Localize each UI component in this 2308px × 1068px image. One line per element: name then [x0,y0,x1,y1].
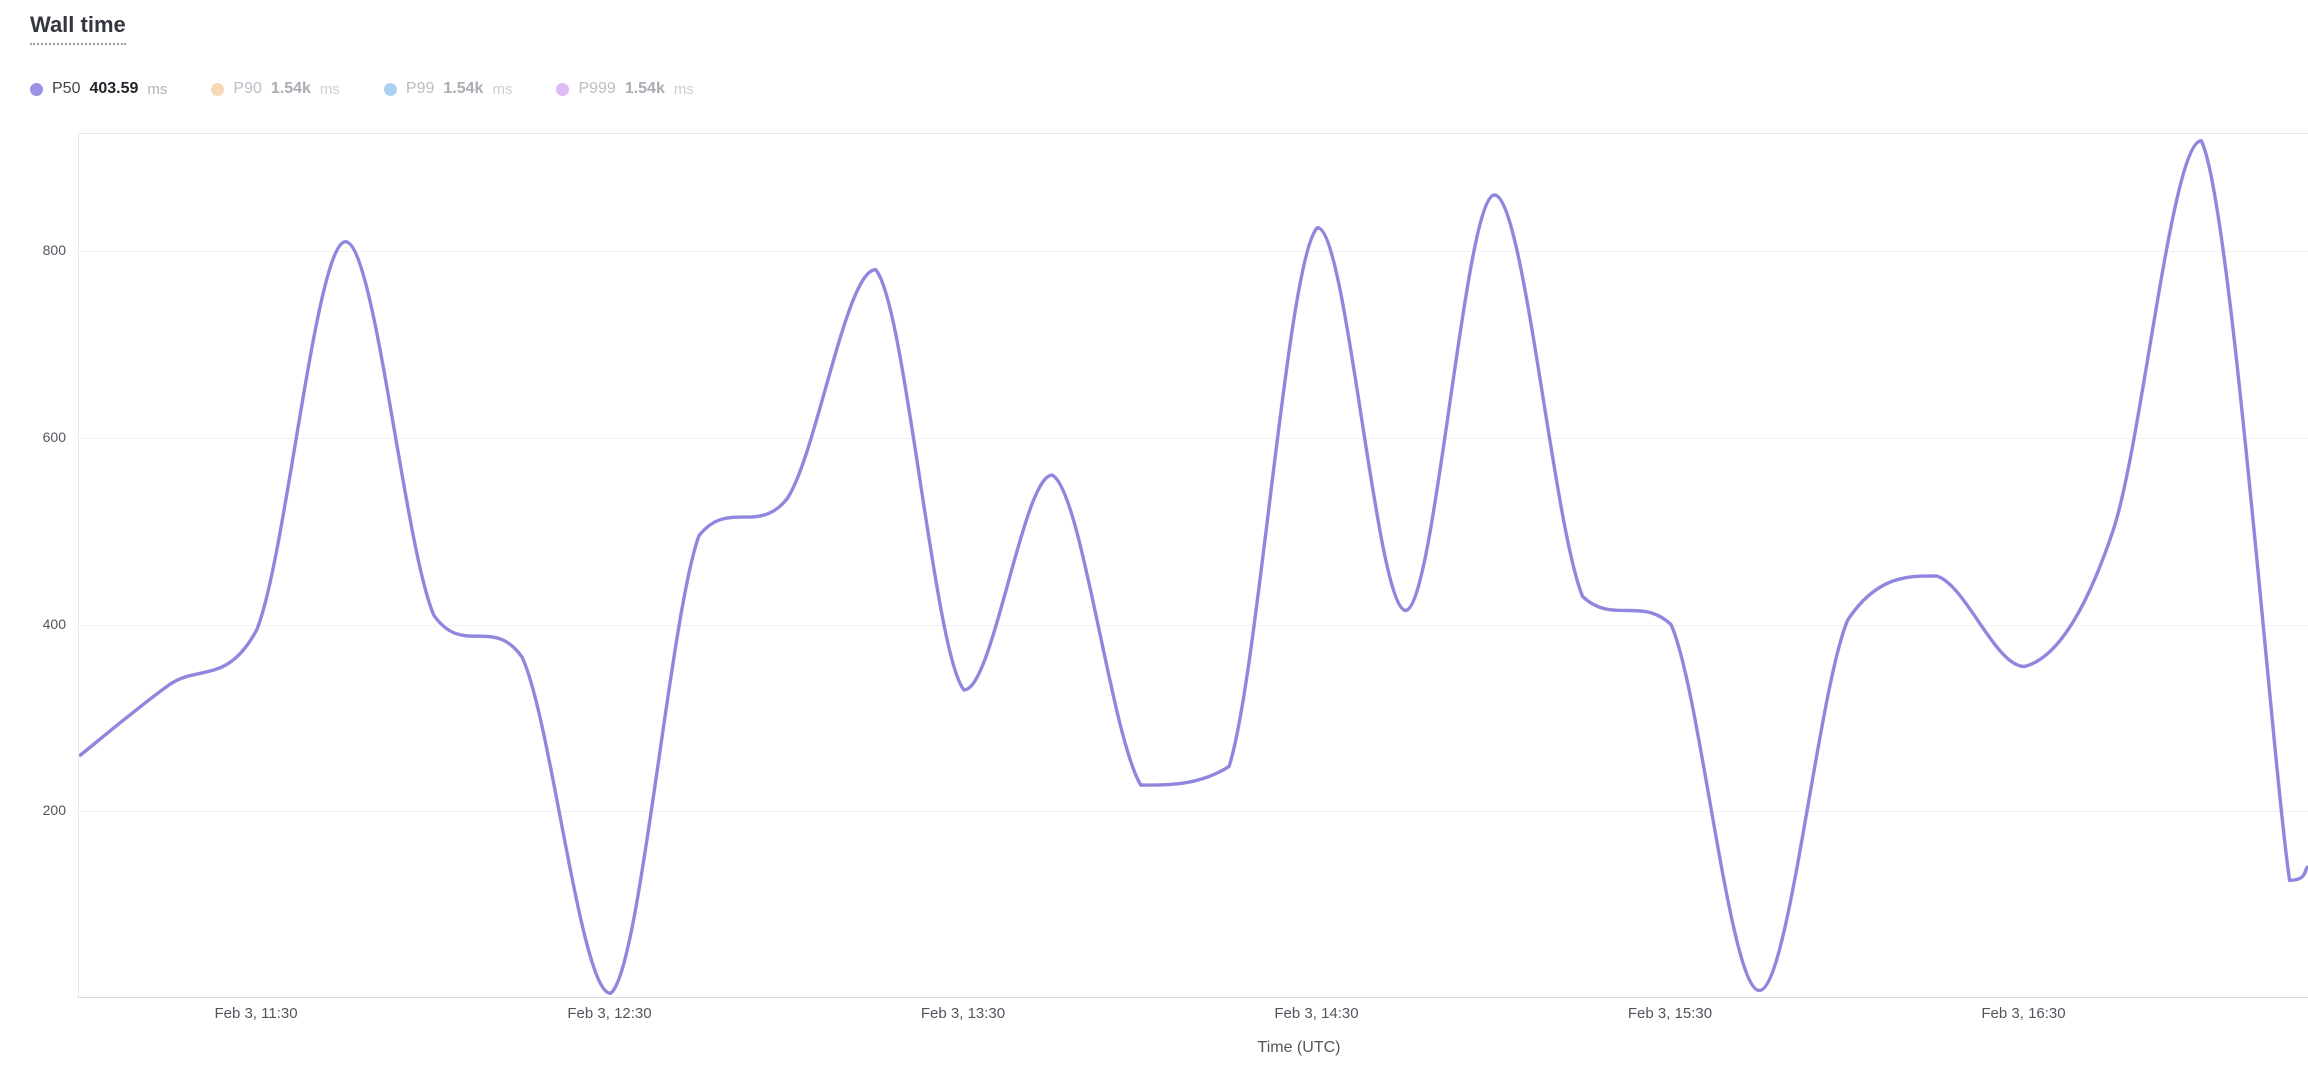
legend-label: P90 [233,80,262,97]
legend-value: 1.54k [270,80,311,97]
legend-label: P99 [405,80,435,97]
legend: P50 403.59 ms P90 1.54k ms P99 1.54k ms … [30,80,694,98]
x-axis-tick-label: Feb 3, 12:30 [567,1005,652,1022]
legend-label: P999 [578,80,616,97]
x-axis-tick-label: Feb 3, 15:30 [1627,1005,1713,1022]
p90-series-dot-icon [211,82,225,96]
x-axis-title: Time (UTC) [1257,1039,1341,1056]
gridline [79,624,2308,626]
y-axis-tick-label: 800 [42,242,66,258]
legend-unit: ms [147,80,168,98]
p50-series-dot-icon [30,82,43,96]
x-axis-line [78,997,2308,998]
gridline [79,811,2308,813]
legend-value: 1.54k [624,80,665,97]
legend-unit: ms [673,80,694,98]
line-chart-canvas [79,139,2308,996]
p50-series-line [79,139,2308,996]
legend-unit: ms [492,80,513,98]
p999-series-dot-icon [556,82,570,96]
legend-label: P50 [52,80,81,97]
y-axis-tick-label: 400 [42,615,66,632]
gridline [79,437,2308,439]
x-axis-tick-label: Feb 3, 11:30 [214,1005,298,1022]
legend-item-p90[interactable]: P90 1.54k ms [211,80,340,98]
legend-item-p50[interactable]: P50 403.59 ms [30,80,167,98]
x-axis-tick-label: Feb 3, 13:30 [920,1005,1006,1022]
plot-area[interactable] [78,133,2308,998]
x-axis-tick-label: Feb 3, 14:30 [1274,1005,1359,1022]
gridline [79,251,2308,252]
legend-item-p99[interactable]: P99 1.54k ms [383,80,513,98]
y-axis-tick-label: 600 [42,428,66,445]
x-axis-tick-label: Feb 3, 16:30 [1981,1005,2066,1022]
legend-unit: ms [319,80,340,98]
p99-series-dot-icon [383,82,397,96]
legend-value: 403.59 [89,80,139,97]
chart-title[interactable]: Wall time [30,12,126,45]
y-axis-tick-label: 200 [42,802,66,819]
legend-item-p999[interactable]: P999 1.54k ms [556,80,694,98]
legend-value: 1.54k [443,80,484,97]
